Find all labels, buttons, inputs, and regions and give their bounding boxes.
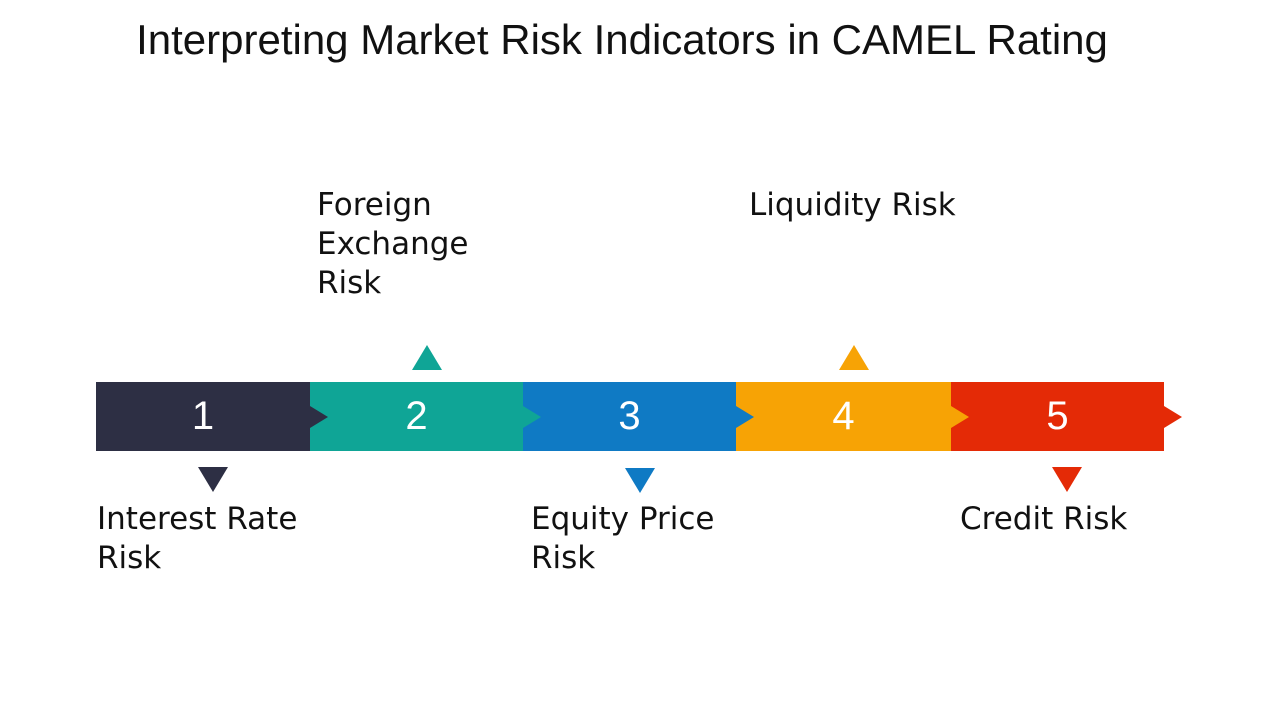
page-title: Interpreting Market Risk Indicators in C… xyxy=(136,16,1108,63)
step-1-down-triangle-icon xyxy=(198,467,228,492)
step-4-number: 4 xyxy=(832,394,855,438)
step-5-number: 5 xyxy=(1046,394,1069,438)
step-4-segment: 4 xyxy=(736,382,951,451)
step-3-number: 3 xyxy=(618,394,641,438)
step-2-segment: 2 xyxy=(310,382,523,451)
step-3-segment: 3 xyxy=(523,382,736,451)
step-1-segment: 1 xyxy=(96,382,310,451)
step-4-label: Liquidity Risk xyxy=(749,187,956,223)
arrow-tip-5 xyxy=(1164,406,1182,428)
step-3-label: Equity Price Risk xyxy=(531,501,715,576)
arrow-notch-3 xyxy=(736,406,754,428)
arrow-notch-2 xyxy=(523,406,541,428)
arrow-notch-1 xyxy=(310,406,328,428)
arrow-notch-4 xyxy=(951,406,969,428)
step-3-down-triangle-icon xyxy=(625,468,655,493)
step-5-label: Credit Risk xyxy=(960,501,1128,537)
step-2-number: 2 xyxy=(405,394,428,438)
step-1-label: Interest Rate Risk xyxy=(97,501,298,576)
step-4-up-triangle-icon xyxy=(839,345,869,370)
step-2-label: Foreign Exchange Risk xyxy=(317,187,469,301)
step-1-number: 1 xyxy=(191,394,215,438)
step-5-segment: 5 xyxy=(951,382,1164,451)
step-2-up-triangle-icon xyxy=(412,345,442,370)
step-5-down-triangle-icon xyxy=(1052,467,1082,492)
